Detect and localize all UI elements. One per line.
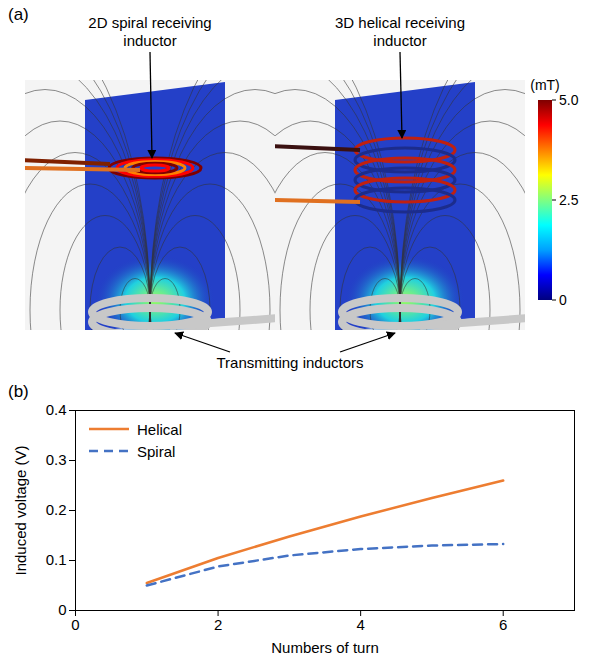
svg-text:0: 0 [559,292,567,308]
svg-text:(a): (a) [8,5,29,24]
svg-text:0.3: 0.3 [46,451,67,468]
svg-text:4: 4 [356,616,364,633]
svg-text:3D helical receivinginductor: 3D helical receivinginductor [335,14,465,49]
svg-text:0.4: 0.4 [46,401,67,418]
svg-text:2: 2 [214,616,222,633]
svg-text:5.0: 5.0 [559,92,579,108]
html-text:(b): (b) [8,382,29,401]
svg-text:2.5: 2.5 [559,192,579,208]
svg-text:0.2: 0.2 [46,501,67,518]
svg-text:0: 0 [58,601,66,618]
svg-text:Transmitting inductors: Transmitting inductors [217,354,364,371]
svg-text:Induced voltage (V): Induced voltage (V) [12,445,29,575]
svg-text:6: 6 [499,616,507,633]
svg-text:0: 0 [71,616,79,633]
html-text:Spiral: Spiral [137,442,176,460]
svg-text:Numbers of turn: Numbers of turn [271,639,379,656]
html-text:Helical: Helical [137,420,182,438]
svg-text:0.1: 0.1 [46,551,67,568]
svg-text:2D spiral receivinginductor: 2D spiral receivinginductor [88,14,211,49]
svg-text:(mT): (mT) [530,77,560,93]
